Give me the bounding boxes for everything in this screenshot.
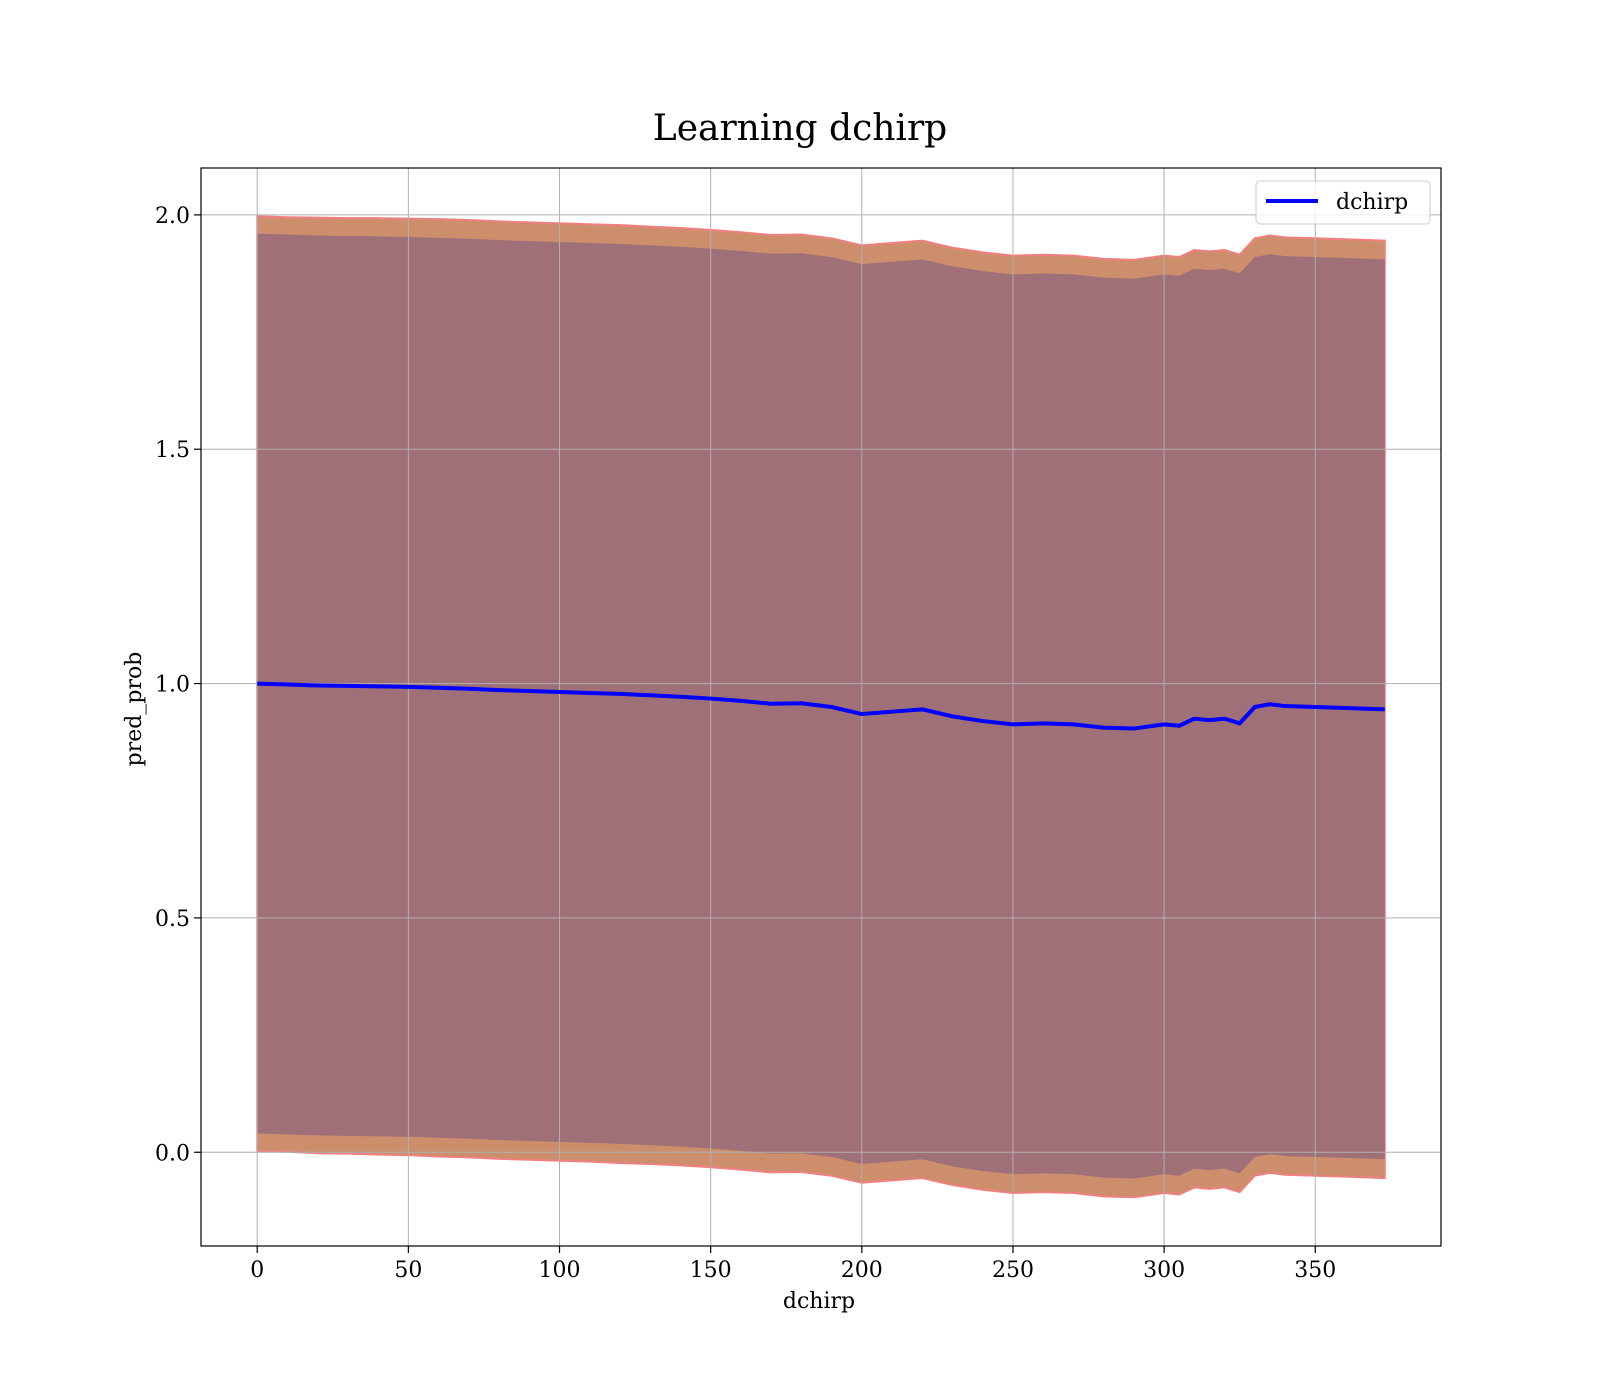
- x-tick-label: 300: [1143, 1258, 1185, 1283]
- y-tick-label: 1.0: [155, 673, 190, 698]
- grid-group: [201, 168, 1441, 1246]
- y-tick-label: 2.0: [155, 204, 190, 229]
- legend-box: [1255, 180, 1431, 225]
- x-tick-label: 0: [250, 1258, 264, 1283]
- x-tick-label: 350: [1294, 1258, 1336, 1283]
- y-tick-label: 0.5: [155, 907, 190, 932]
- x-tick-label: 50: [394, 1258, 422, 1283]
- legend-label-dchirp: dchirp: [1336, 190, 1408, 215]
- y-tick-label: 0.0: [155, 1141, 190, 1166]
- series-line-dchirp: [257, 681, 1385, 731]
- x-axis-label: dchirp: [783, 1289, 855, 1314]
- x-tick-label: 250: [992, 1258, 1034, 1283]
- x-tick-label: 100: [539, 1258, 581, 1283]
- plot-frame: [200, 167, 1442, 1247]
- x-tick-label: 150: [690, 1258, 732, 1283]
- y-axis-label: pred_prob: [122, 652, 147, 767]
- chart-title: Learning dchirp: [653, 108, 947, 149]
- legend: dchirp: [1255, 180, 1431, 225]
- y-tick-label: 1.5: [155, 438, 190, 463]
- plot-area: 0 50 100 150 200 250 300 350 0.0 0.5 1.0 1.5 2.0: [155, 167, 1442, 1283]
- x-tick-label: 200: [841, 1258, 883, 1283]
